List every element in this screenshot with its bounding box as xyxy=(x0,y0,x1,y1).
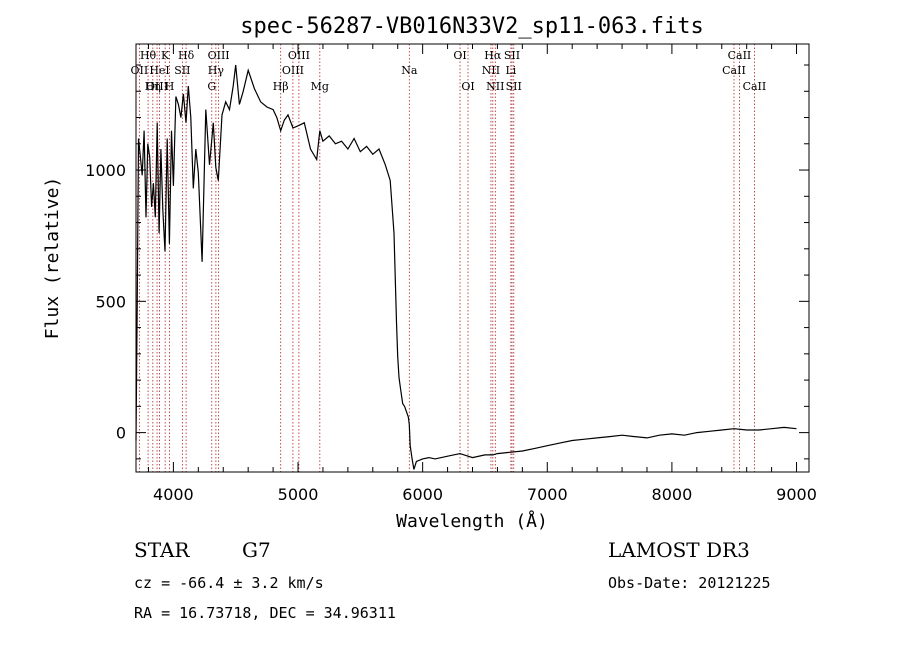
spectral-line-label: G xyxy=(207,80,216,93)
spectral-line-label: OIII xyxy=(208,49,230,62)
spectral-line-label: CaII xyxy=(743,80,767,93)
spectral-line-label: OIII xyxy=(288,49,310,62)
spectral-line-label: OII xyxy=(131,64,149,77)
ra-dec-coordinates: RA = 16.73718, DEC = 34.96311 xyxy=(134,604,396,622)
spectral-line-label: NII xyxy=(482,64,500,77)
spectral-line-label: K xyxy=(161,49,170,62)
x-axis-ticks: 4000 5000 6000 7000 8000 9000 xyxy=(147,44,817,504)
spectral-line-label: OIII xyxy=(146,80,168,93)
x-tick-label: 5000 xyxy=(278,485,319,504)
spectral-line-label: HeI xyxy=(149,64,169,77)
spectral-line-label: SII xyxy=(174,64,190,77)
spectral-line-label: Hγ xyxy=(208,64,225,77)
spectral-line-label: SII xyxy=(504,49,520,62)
y-tick-label: 500 xyxy=(95,292,126,311)
y-tick-label: 0 xyxy=(116,424,126,443)
spectral-line-label: OI xyxy=(453,49,466,62)
y-axis-ticks: 0 500 1000 xyxy=(85,64,809,460)
observation-date: Obs-Date: 20121225 xyxy=(608,574,771,592)
redshift-cz: cz = -66.4 ± 3.2 km/s xyxy=(134,574,324,592)
x-axis-label: Wavelength (Å) xyxy=(396,510,548,532)
spectral-line-label: Hδ xyxy=(178,49,195,62)
plot-frame xyxy=(135,43,810,473)
spectral-line-label: Hη xyxy=(145,80,161,93)
spectral-line-label: OIII xyxy=(282,64,304,77)
x-tick-label: 6000 xyxy=(402,485,443,504)
spectral-line-label: Hα xyxy=(484,49,502,62)
y-axis-label: Flux (relative) xyxy=(42,177,63,340)
spectral-line-label: Mg xyxy=(311,80,329,93)
spectral-line-label: NII xyxy=(486,80,504,93)
object-class: STAR xyxy=(134,538,190,562)
spectral-line-label: Hβ xyxy=(273,80,289,93)
x-tick-label: 4000 xyxy=(153,485,194,504)
spectral-line-label: CaII xyxy=(728,49,752,62)
object-subclass: G7 xyxy=(242,538,271,562)
spectral-line-label: Na xyxy=(401,64,418,77)
survey-name: LAMOST DR3 xyxy=(608,538,750,562)
chart-title: spec-56287-VB016N33V2_sp11-063.fits xyxy=(240,14,704,39)
spectral-line-label: SII xyxy=(506,80,522,93)
x-tick-label: 9000 xyxy=(776,485,817,504)
x-tick-label: 7000 xyxy=(527,485,568,504)
spectral-line-label: CaII xyxy=(722,64,746,77)
spectral-line-markers xyxy=(138,44,755,472)
x-tick-label: 8000 xyxy=(652,485,693,504)
spectrum-line xyxy=(135,64,797,470)
spectral-line-label: H xyxy=(165,80,175,93)
spectral-line-label: Hθ xyxy=(140,49,157,62)
spectral-line-label: OI xyxy=(461,80,474,93)
spectral-line-label: Li xyxy=(505,64,516,77)
y-tick-label: 1000 xyxy=(85,161,126,180)
